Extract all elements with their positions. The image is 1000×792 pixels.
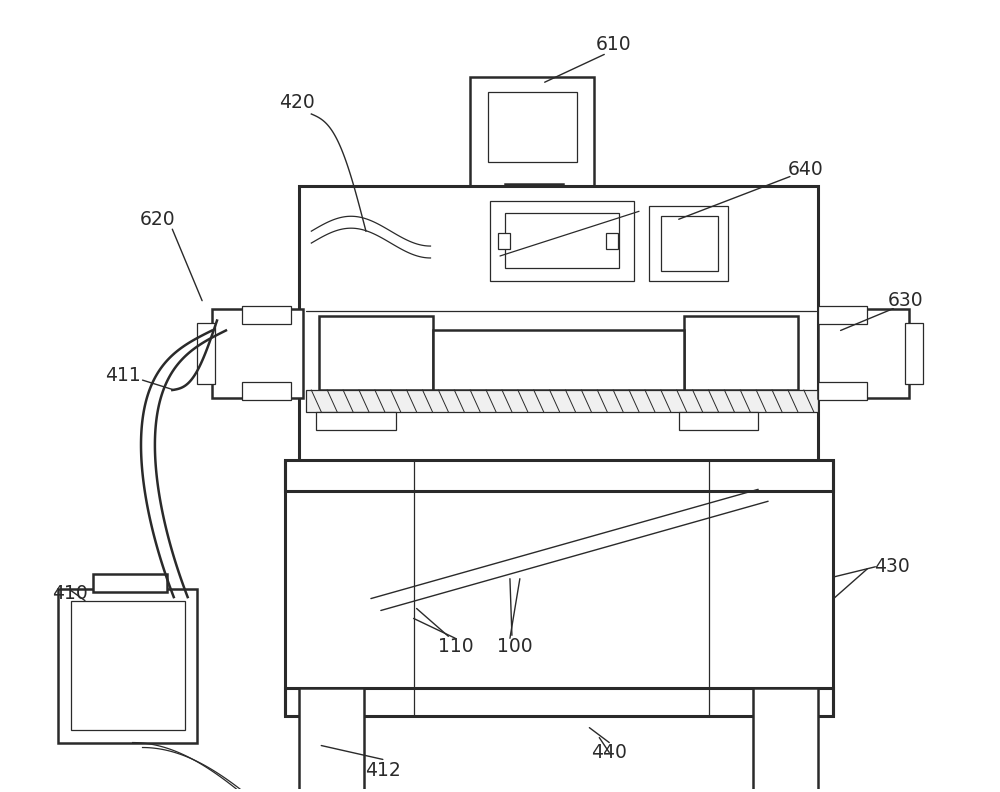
Bar [818, 382, 867, 400]
Bar [285, 688, 833, 716]
Text: 440: 440 [591, 743, 627, 762]
Bar [242, 382, 291, 400]
Bar [505, 213, 619, 268]
Bar [818, 309, 909, 398]
Bar [93, 573, 167, 592]
Bar [197, 322, 215, 384]
Bar [58, 588, 197, 743]
Bar [319, 315, 433, 390]
Text: 620: 620 [140, 210, 175, 229]
Bar [505, 185, 563, 203]
Text: 610: 610 [595, 35, 631, 54]
Text: 410: 410 [52, 584, 88, 603]
Bar [818, 306, 867, 323]
Text: 430: 430 [874, 558, 910, 577]
Bar [299, 688, 364, 792]
Text: 412: 412 [365, 761, 401, 780]
Bar [661, 216, 718, 271]
Bar [316, 412, 396, 430]
Bar [684, 315, 798, 390]
Text: 100: 100 [497, 637, 533, 656]
Text: 630: 630 [887, 291, 923, 310]
Bar [242, 306, 291, 323]
Bar [470, 78, 594, 186]
Bar [299, 186, 818, 463]
Bar [212, 309, 303, 398]
Bar [490, 201, 634, 281]
Bar [905, 322, 923, 384]
Bar [498, 233, 510, 249]
Bar [753, 688, 818, 792]
Bar [306, 390, 818, 412]
Text: 420: 420 [279, 93, 314, 112]
Bar [488, 92, 577, 162]
Bar [606, 233, 618, 249]
Bar [679, 412, 758, 430]
Bar [433, 330, 684, 390]
Bar [71, 600, 185, 729]
Bar [649, 207, 728, 281]
Text: 411: 411 [105, 366, 141, 385]
Text: 640: 640 [788, 160, 824, 179]
Text: 110: 110 [438, 637, 473, 656]
Bar [285, 459, 833, 491]
